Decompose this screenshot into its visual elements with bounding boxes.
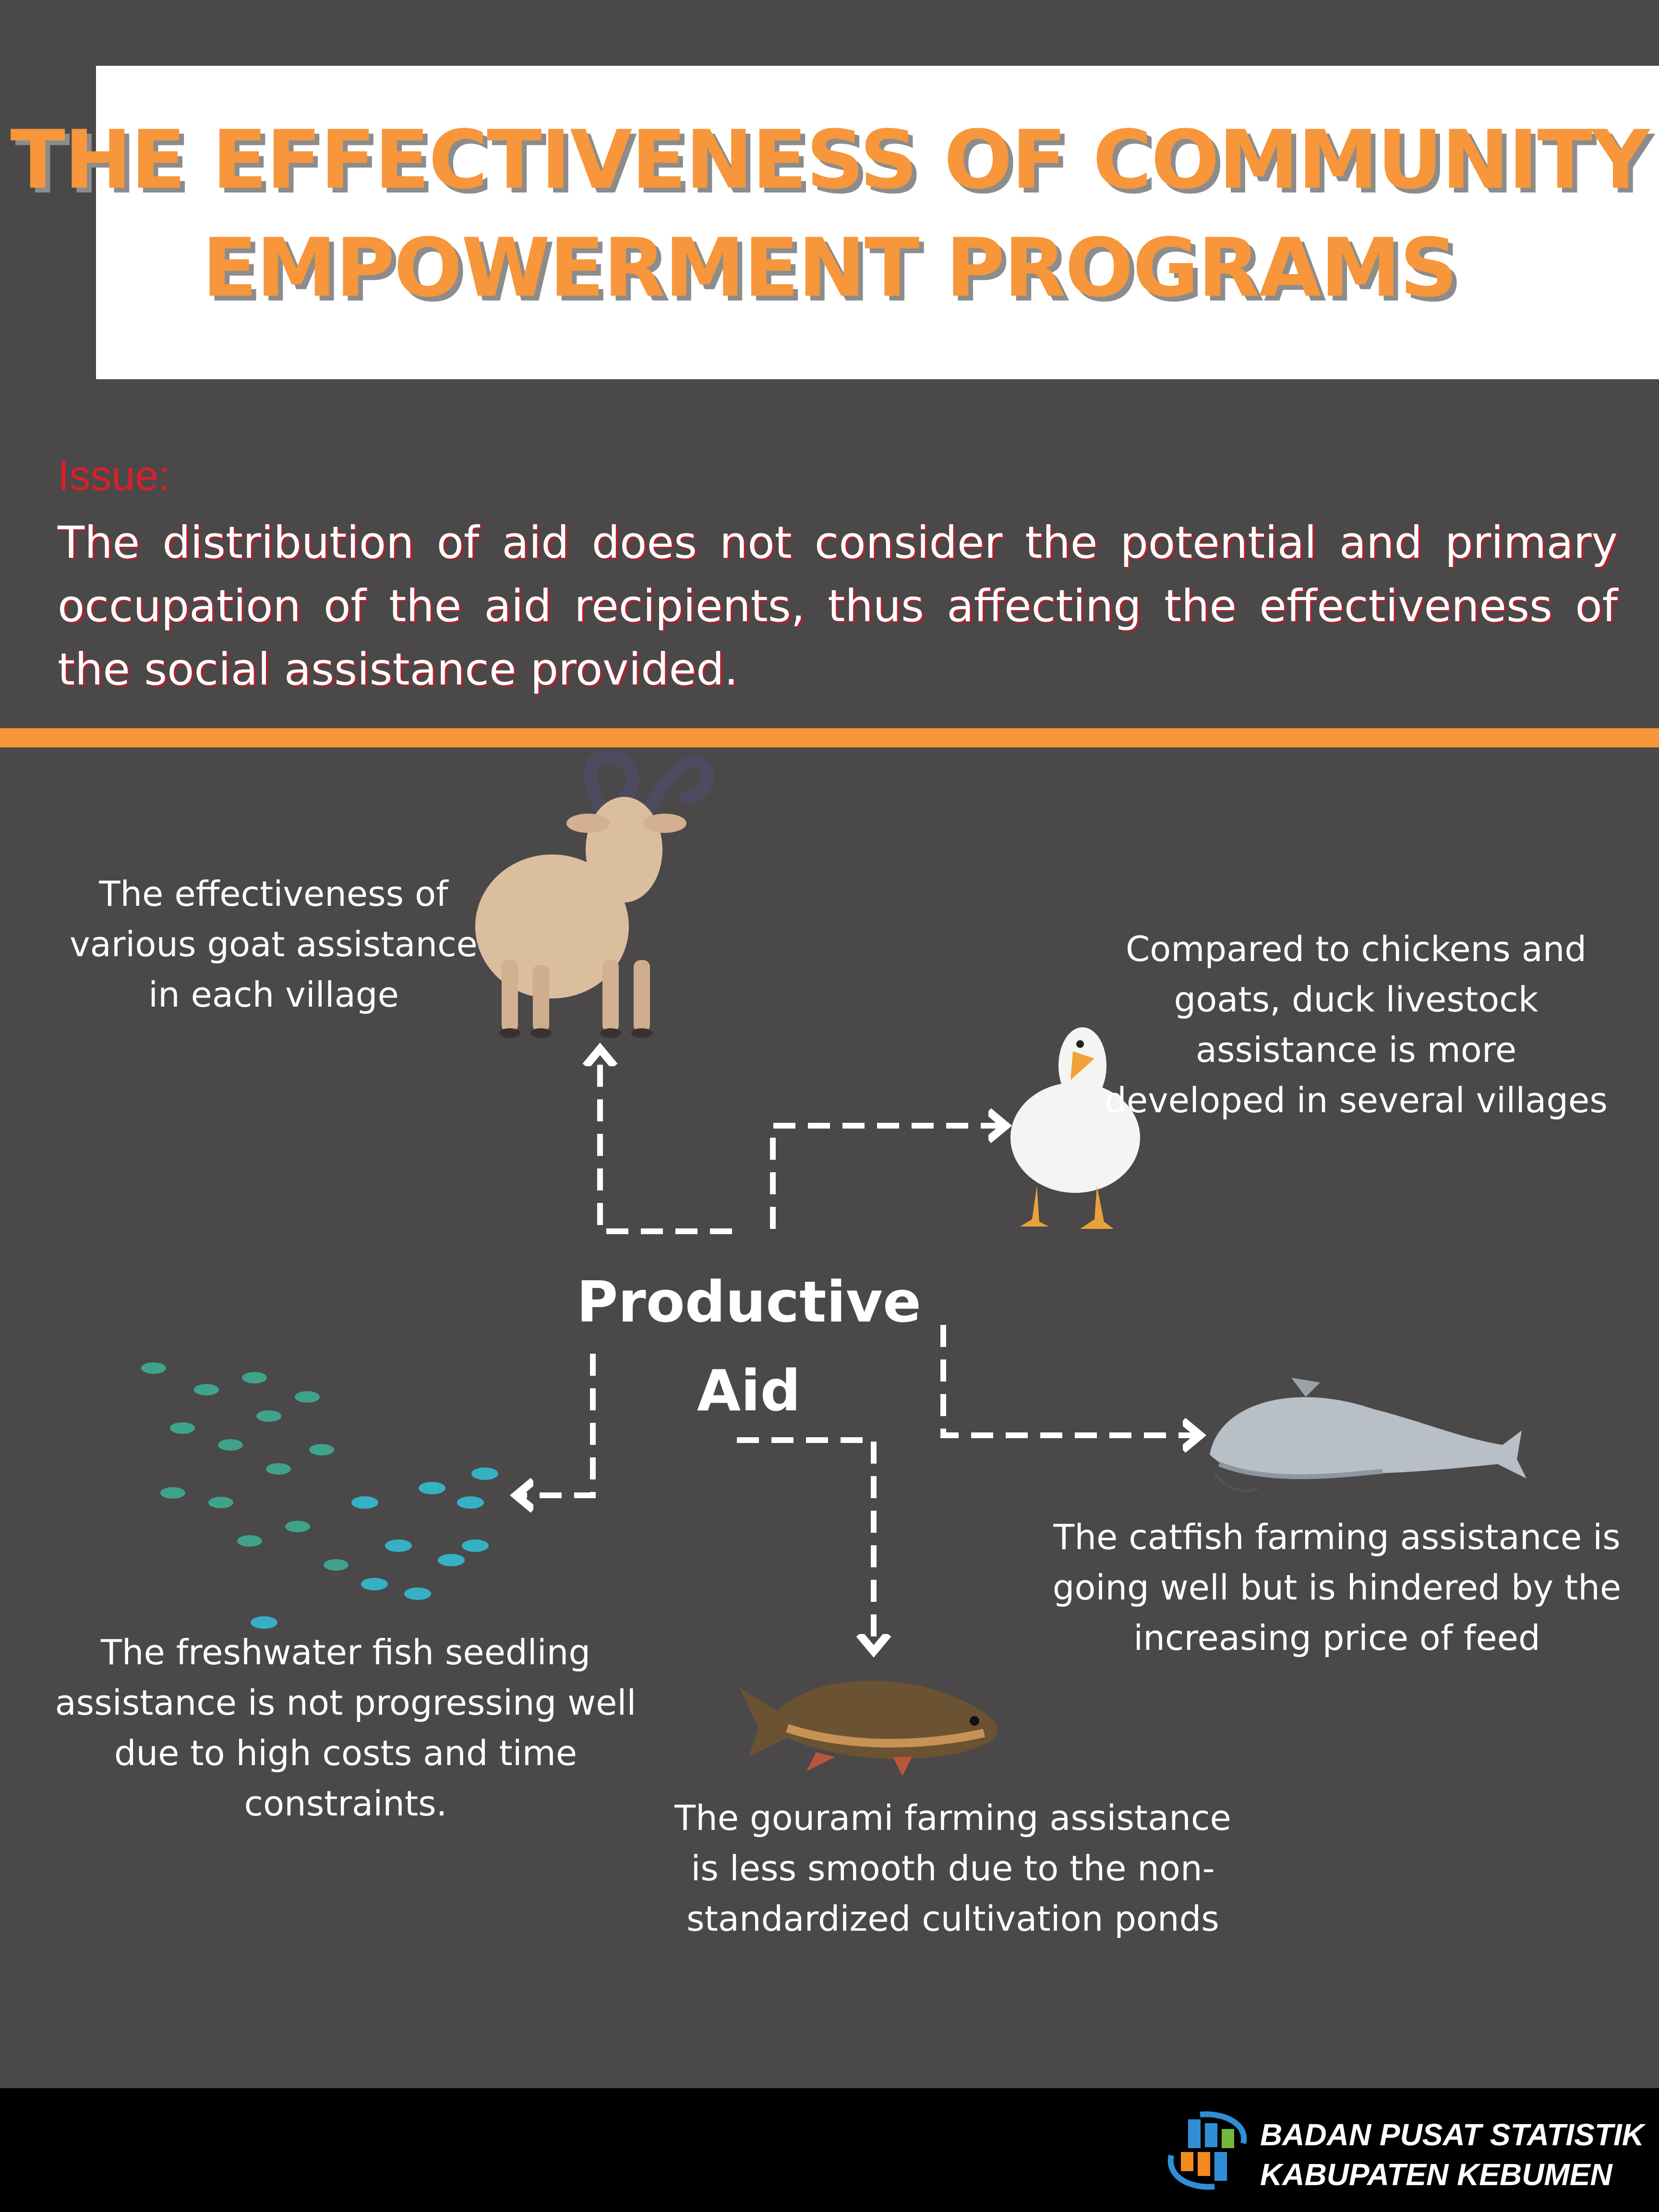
arrow-to-duck: [770, 1126, 1006, 1229]
catfish-caption: The catfish farming assistance is going …: [1052, 1517, 1622, 1658]
fish-school-icon: [141, 1362, 498, 1629]
gourami-icon: [739, 1681, 998, 1776]
bps-logo-icon: [1167, 2111, 1247, 2190]
productive-aid-line-2: Aid: [697, 1358, 801, 1424]
productive-aid-line-1: Productive: [577, 1269, 921, 1335]
catfish-icon: [1210, 1378, 1527, 1492]
issue-text: The distribution of aid does not conside…: [58, 517, 1618, 695]
arrow-to-freshwater-fish: [516, 1354, 596, 1495]
title-box: [96, 66, 1659, 379]
duck-icon: [1010, 1027, 1140, 1229]
freshwater-fish-caption: The freshwater fish seedling assistance …: [55, 1632, 637, 1824]
org-name-line-2: KABUPATEN KEBUMEN: [1260, 2157, 1612, 2192]
issue-label: Issue:: [58, 452, 170, 499]
gourami-caption: The gourami farming assistance is less s…: [674, 1798, 1231, 1939]
goat-caption: The effectiveness of various goat assist…: [70, 874, 478, 1015]
page-title-line-2: EMPOWERMENT PROGRAMS: [202, 221, 1458, 315]
page-title-line-1: THE EFFECTIVENESS OF COMMUNITY: [10, 113, 1649, 207]
footer: BADAN PUSAT STATISTIK KABUPATEN KEBUMEN: [0, 2088, 1659, 2212]
org-name-line-1: BADAN PUSAT STATISTIK: [1260, 2117, 1644, 2152]
section-divider: [0, 728, 1659, 747]
arrow-to-gourami: [737, 1437, 874, 1651]
arrow-to-catfish: [940, 1325, 1200, 1435]
goat-icon: [475, 750, 714, 1038]
arrow-to-goat: [600, 1049, 732, 1234]
productive-aid-label: Productive Aid: [557, 1258, 941, 1435]
duck-caption: Compared to chickens and goats, duck liv…: [1105, 929, 1608, 1120]
